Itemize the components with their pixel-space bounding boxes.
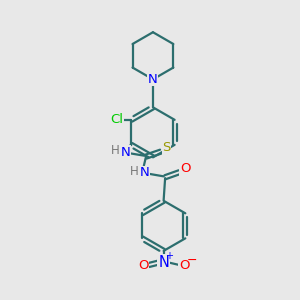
Text: O: O xyxy=(180,162,190,175)
Text: H: H xyxy=(130,165,139,178)
Text: N: N xyxy=(158,254,169,269)
Text: Cl: Cl xyxy=(110,113,123,126)
Text: O: O xyxy=(179,259,190,272)
Text: O: O xyxy=(138,259,148,272)
Text: N: N xyxy=(121,146,130,159)
Text: H: H xyxy=(111,144,119,157)
Text: S: S xyxy=(162,141,171,154)
Text: −: − xyxy=(187,254,197,267)
Text: N: N xyxy=(148,73,158,86)
Text: N: N xyxy=(140,166,149,179)
Text: +: + xyxy=(165,250,173,261)
